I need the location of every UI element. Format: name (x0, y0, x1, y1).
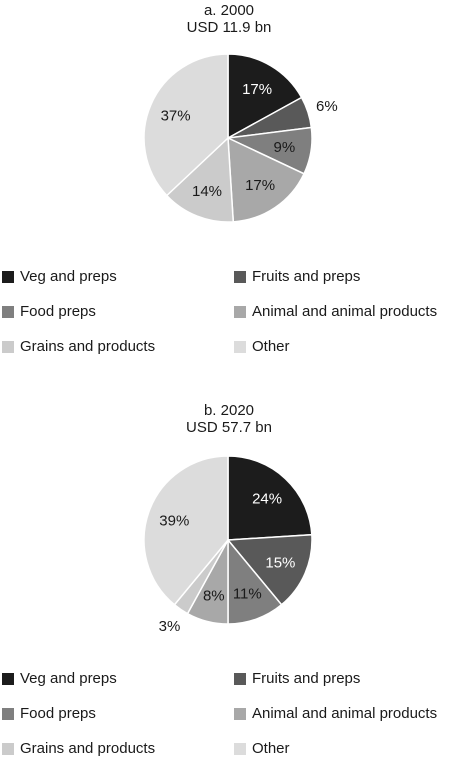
legend-swatch (234, 707, 246, 720)
legend-swatch (2, 672, 14, 685)
legend-swatch (234, 672, 246, 685)
pie-slice-animal-products (227, 136, 306, 223)
legend-label: Food preps (20, 705, 96, 722)
legend-item-veg-and-preps: Veg and preps (2, 268, 117, 285)
chart-panel-2000: a. 2000 USD 11.9 bn 17% 6% 9% 17% 14% 37% Veg… (0, 0, 458, 380)
legend-swatch (234, 305, 246, 318)
pie-slice-veg-and-preps (227, 53, 303, 140)
legend-swatch (2, 270, 14, 283)
chart-title: a. 2000 (203, 2, 255, 19)
data-label-fruits-and-preps: 15% (265, 555, 295, 572)
legend-item-animal-products: Animal and animal products (234, 303, 437, 320)
legend-label: Grains and products (20, 740, 156, 757)
chart-subtitle: USD 11.9 bn (186, 19, 272, 36)
data-label-grains-and-products: 3% (159, 618, 181, 635)
legend-item-grains-and-products: Grains and products (2, 740, 155, 757)
legend-label: Fruits and preps (252, 268, 361, 285)
legend-swatch (2, 742, 14, 755)
legend-label: Fruits and preps (252, 670, 361, 687)
legend-swatch (234, 270, 246, 283)
legend-item-fruits-and-preps: Fruits and preps (234, 268, 360, 285)
legend-swatch (234, 340, 246, 353)
legend-item-animal-products: Animal and animal products (234, 705, 437, 722)
legend-label: Other (252, 740, 290, 757)
data-label-other: 39% (159, 513, 189, 530)
data-label-fruits-and-preps: 6% (316, 98, 338, 115)
pie-slice-veg-and-preps (227, 455, 313, 541)
data-label-animal-products: 8% (203, 587, 225, 604)
legend-item-food-preps: Food preps (2, 705, 96, 722)
legend-item-food-preps: Food preps (2, 303, 96, 320)
legend-label: Animal and animal products (252, 705, 438, 722)
legend-swatch (2, 340, 14, 353)
chart-panel-2020: b. 2020 USD 57.7 bn 24% 15% 11% 8% 3% 39% Veg… (0, 400, 458, 760)
chart-title: b. 2020 (203, 402, 255, 419)
pie-slice-other (143, 455, 229, 606)
legend-2020: Veg and preps Fruits and preps Food preps A… (0, 662, 458, 782)
data-label-food-preps: 11% (233, 586, 262, 603)
legend-label: Veg and preps (20, 670, 117, 687)
data-label-veg-and-preps: 17% (242, 81, 272, 98)
legend-item-veg-and-preps: Veg and preps (2, 670, 117, 687)
legend-label: Food preps (20, 303, 96, 320)
pie-slice-fruits-and-preps (226, 533, 313, 606)
pie-slice-grains-and-products (165, 136, 235, 223)
chart-subtitle: USD 57.7 bn (186, 419, 272, 436)
legend-swatch (2, 707, 14, 720)
pie-chart-2020: 24% 15%11% 8% 3% 39% (143, 455, 313, 635)
legend-item-grains-and-products: Grains and products (2, 338, 155, 355)
legend-label: Veg and preps (20, 268, 117, 285)
legend-label: Other (252, 338, 290, 355)
legend-label: Grains and products (20, 338, 156, 355)
legend-item-other: Other (234, 740, 290, 757)
legend-swatch (234, 742, 246, 755)
pie-slice-other (143, 53, 229, 197)
data-label-grains-and-products: 14% (192, 183, 222, 200)
legend-item-other: Other (234, 338, 290, 355)
legend-item-fruits-and-preps: Fruits and preps (234, 670, 360, 687)
legend-swatch (2, 305, 14, 318)
data-label-food-preps: 9% (274, 139, 296, 156)
data-label-animal-products: 17% (245, 177, 275, 194)
legend-2000: Veg and preps Fruits and preps Food preps A… (0, 260, 458, 380)
data-label-other: 37% (161, 107, 191, 124)
pie-chart-2000: 17% 6% 9% 17% 14% 37% (143, 53, 338, 223)
data-label-veg-and-preps: 24% (252, 490, 282, 507)
legend-label: Animal and animal products (252, 303, 438, 320)
